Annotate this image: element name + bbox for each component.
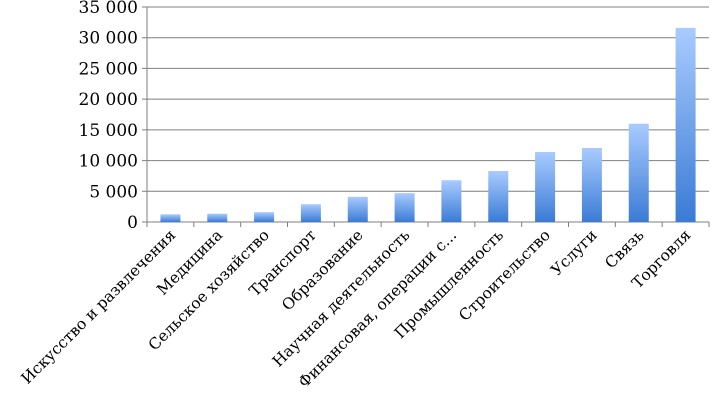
x-tick-label: Искусство и развлечения [18, 226, 180, 388]
x-tick-label: Связь [601, 226, 647, 272]
y-tick-label: 35 000 [79, 0, 138, 18]
x-tick-label: Образование [278, 226, 366, 314]
bar [207, 213, 228, 222]
bar [394, 193, 415, 222]
y-tick-label: 15 000 [79, 121, 138, 141]
bar [160, 214, 181, 222]
y-tick-label: 5 000 [89, 182, 138, 202]
bar [300, 204, 321, 222]
bar [535, 151, 556, 222]
bar [441, 180, 462, 222]
y-tick-label: 20 000 [79, 90, 138, 110]
y-tick-label: 25 000 [79, 59, 138, 79]
bar [254, 212, 275, 222]
x-tick-label: Услуги [547, 226, 600, 279]
bar [581, 147, 602, 222]
bar [628, 123, 649, 222]
bar [675, 27, 696, 223]
y-tick-label: 10 000 [79, 152, 138, 172]
y-tick-label: 30 000 [79, 29, 138, 49]
bar [347, 196, 368, 222]
y-tick-label: 0 [127, 213, 138, 233]
bar [488, 171, 509, 222]
